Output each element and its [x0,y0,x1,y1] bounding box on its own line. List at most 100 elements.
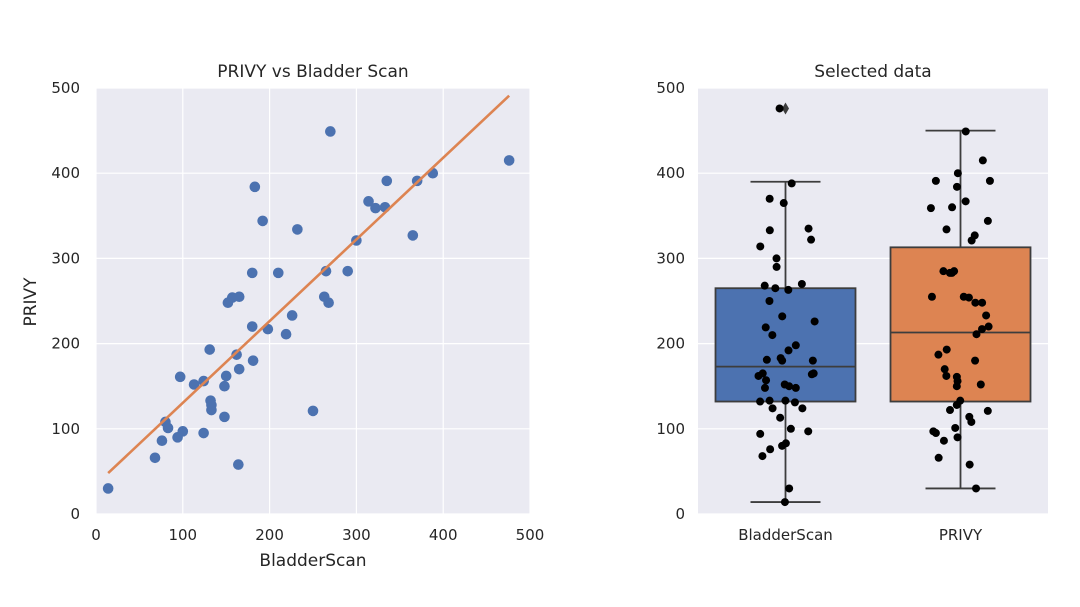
scatter-point [174,371,186,383]
strip-point [768,331,777,340]
strip-point [934,453,943,462]
strip-point [971,356,980,365]
scatter-grid [95,87,531,515]
scatter-xlabel: BladderScan [259,551,366,571]
scatter-x-tick-label: 500 [516,526,545,544]
strip-point [953,433,962,442]
scatter-point [231,349,242,360]
strip-point [787,179,796,188]
strip-point [765,226,774,235]
box-marks [714,102,1032,507]
scatter-panel: 0 100 200 300 400 500 0 100 200 300 400 500 PRIVY v… [21,62,544,571]
strip-point [810,317,819,326]
scatter-point [272,267,284,279]
strip-point [808,356,817,365]
scatter-point [233,363,245,375]
strip-point [756,242,765,251]
strip-point [756,397,765,406]
strip-point [809,369,818,378]
scatter-x-tick-label: 100 [168,526,197,544]
scatter-plot-area [96,88,530,514]
strip-point [948,203,957,212]
strip-point [927,292,936,301]
strip-point [798,404,807,413]
scatter-point [220,370,232,382]
scatter-point [363,196,374,207]
box-y-tick-label: 400 [656,164,685,182]
scatter-point [407,230,419,241]
strip-point [983,216,992,225]
strip-point [765,396,774,405]
strip-point [771,284,780,293]
strip-point [775,104,784,113]
strip-point [760,383,769,392]
regression-line [107,94,511,475]
strip-point [929,427,938,436]
scatter-y-tick-label: 0 [70,505,80,523]
box-panel: 0 100 200 300 400 500 BladderScan PRIVY Selecte… [656,62,1048,544]
strip-point [784,285,793,294]
strip-point [766,445,775,454]
scatter-point [503,155,515,166]
strip-point [768,404,777,413]
strip-point [970,231,979,240]
strip-point [956,396,965,405]
strip-point [950,267,959,276]
strip-point [942,371,951,380]
strip-point [976,380,985,389]
scatter-point [219,411,230,423]
scatter-point [246,267,258,279]
scatter-point [177,426,189,437]
scatter-ticks: 0 100 200 300 400 500 0 100 200 300 400 500 [51,79,544,544]
scatter-point [219,380,230,392]
strip-point [758,452,767,461]
strip-point [965,412,974,421]
strip-point [776,413,785,422]
strip-point [965,460,974,469]
strip-point [961,197,970,206]
strip-point [804,224,813,233]
scatter-point [325,126,336,137]
scatter-point [342,265,354,277]
strip-point [952,182,961,191]
strip-point [961,127,970,136]
scatter-point [249,181,261,193]
box-y-tick-label: 500 [656,79,685,97]
strip-point [972,484,981,493]
strip-point [945,406,954,415]
box-y-tick-label: 100 [656,420,685,438]
scatter-point [162,422,174,434]
strip-point [765,297,774,305]
strip-point [791,383,800,392]
strip-point [762,355,771,364]
scatter-point [149,452,161,464]
strip-point [780,380,789,389]
box-y-tick-label: 300 [656,249,685,267]
scatter-title: PRIVY vs Bladder Scan [217,62,408,82]
strip-point [952,372,961,381]
strip-point [790,398,799,407]
strip-point [762,376,771,385]
strip-point [959,292,968,301]
strip-point [776,354,785,363]
strip-point [978,156,987,165]
scatter-y-tick-label: 500 [51,79,80,97]
strip-point [972,330,981,339]
strip-point [939,436,948,445]
strip-point [951,423,960,432]
strip-point [807,235,816,244]
strip-point [971,298,980,307]
scatter-point [381,175,393,187]
strip-point [804,427,813,436]
box-category-label: BladderScan [738,526,833,544]
strip-point [931,176,940,185]
strip-point [942,345,951,354]
scatter-x-tick-label: 200 [255,526,284,544]
scatter-y-tick-label: 400 [51,164,80,182]
scatter-x-tick-label: 0 [91,526,101,544]
scatter-point [320,265,332,277]
box-outlier [782,102,789,115]
scatter-point [247,355,259,366]
strip-point [786,424,795,433]
